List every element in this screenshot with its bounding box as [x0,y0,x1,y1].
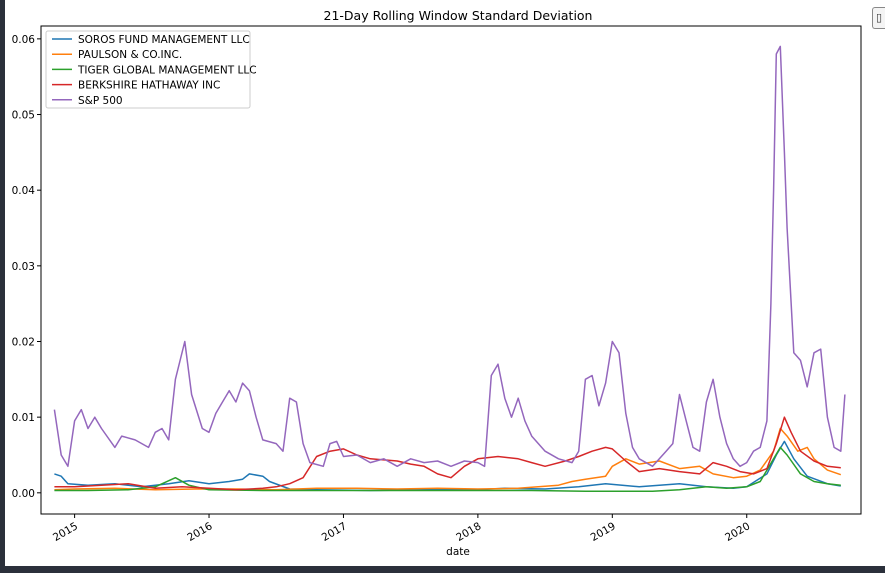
chart-figure: 21-Day Rolling Window Standard Deviation… [5,0,885,566]
x-tick-label: 2019 [589,520,618,544]
legend-label-0: SOROS FUND MANAGEMENT LLC [78,34,250,46]
x-axis: 2015 2016 2017 2018 2019 2020 [51,514,752,544]
chart-canvas: 21-Day Rolling Window Standard Deviation… [12,8,862,558]
y-axis: 0.00 0.01 0.02 0.03 0.04 0.05 0.06 [12,34,41,500]
y-tick-label: 0.04 [12,185,36,197]
legend-label-3: BERKSHIRE HATHAWAY INC [78,80,220,92]
series-line-4 [53,45,846,468]
y-tick-label: 0.00 [12,488,35,500]
y-tick-label: 0.05 [12,110,35,122]
legend-box [45,30,251,109]
x-tick-label: 2016 [185,520,214,544]
x-tick-label: 2018 [454,520,483,544]
corner-button[interactable]: ▯ [872,7,885,29]
legend: SOROS FUND MANAGEMENT LLC PAULSON & CO.IN… [45,30,257,109]
legend-label-2: TIGER GLOBAL MANAGEMENT LLC [77,64,257,76]
chart-title: 21-Day Rolling Window Standard Deviation [324,8,593,23]
x-tick-label: 2015 [51,520,80,544]
y-tick-label: 0.02 [12,336,35,348]
y-tick-label: 0.03 [12,261,35,273]
plot-area [40,25,862,515]
x-axis-label: date [446,546,470,558]
x-tick-label: 2020 [723,520,752,544]
series-line-1 [54,427,842,491]
series-line-2 [54,446,841,493]
series-line-3 [54,416,841,491]
legend-label-4: S&P 500 [78,95,123,107]
y-tick-label: 0.01 [12,412,35,424]
legend-label-1: PAULSON & CO.INC. [78,49,182,61]
x-tick-label: 2017 [320,520,349,544]
series-lines [53,45,846,493]
y-tick-label: 0.06 [12,34,36,46]
